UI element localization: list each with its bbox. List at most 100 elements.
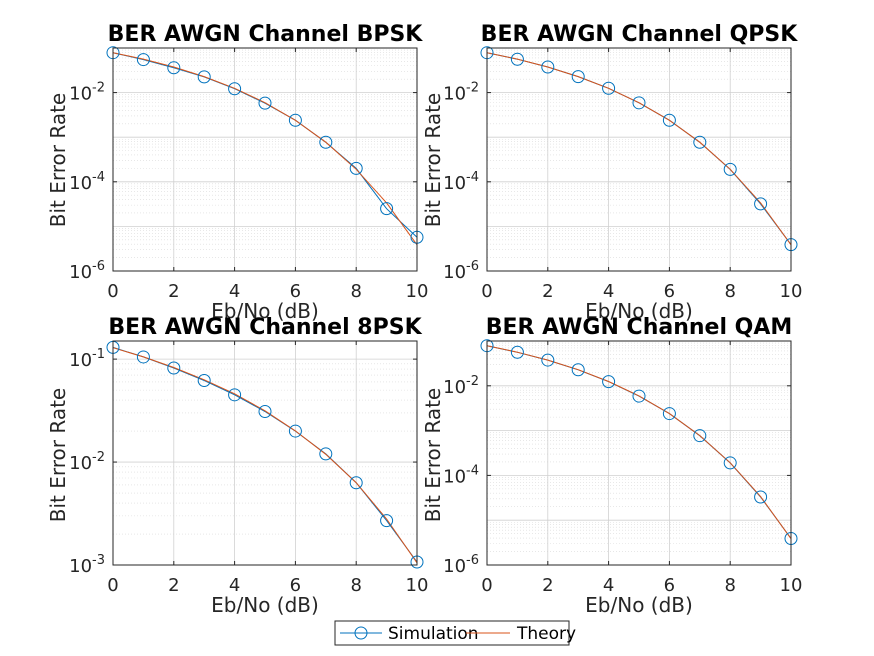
subplot-title: BER AWGN Channel QAM [486, 315, 793, 340]
x-axis-label: Eb/No (dB) [211, 593, 319, 617]
y-tick-label: 10-2 [69, 81, 105, 105]
x-tick-label: 10 [780, 281, 803, 302]
data-point-simulation [662, 407, 676, 421]
plot-area: 0 2 4 6 8 10 10-2 10-4 10-6 [443, 339, 803, 596]
y-tick-label: 10-2 [443, 374, 479, 398]
plot-background [487, 341, 791, 565]
x-tick-label: 6 [290, 281, 301, 302]
y-tick-label: 10-4 [69, 170, 105, 194]
data-point-simulation [571, 70, 585, 84]
data-point-simulation [136, 350, 150, 364]
series-line-theory [112, 347, 418, 564]
data-point-simulation [510, 52, 524, 66]
data-point-simulation [228, 82, 242, 96]
data-point-simulation [380, 514, 394, 528]
x-tick-label: 0 [107, 281, 118, 302]
legend-label-simulation: Simulation [388, 624, 479, 644]
x-tick-label: 10 [780, 575, 803, 596]
x-tick-label: 8 [724, 281, 735, 302]
data-point-simulation [602, 81, 616, 95]
x-tick-label: 6 [664, 575, 675, 596]
data-point-simulation [754, 197, 768, 211]
subplot-bpsk: BER AWGN Channel BPSK 0 2 4 6 8 10 10-2 10-4 10-… [46, 22, 428, 323]
x-tick-label: 4 [603, 575, 614, 596]
x-tick-label: 0 [107, 575, 118, 596]
y-tick-label: 10-6 [443, 553, 479, 577]
y-tick-label: 10-1 [69, 347, 105, 371]
x-tick-label: 2 [542, 575, 553, 596]
data-point-simulation [288, 424, 302, 438]
y-axis-label: Bit Error Rate [46, 388, 70, 522]
data-point-simulation [723, 456, 737, 470]
data-point-simulation [571, 363, 585, 377]
y-tick-label: 10-4 [443, 463, 479, 487]
subplot-8psk: BER AWGN Channel 8PSK 0 2 4 6 8 10 10-1 10-2 10-… [46, 315, 428, 617]
x-tick-label: 4 [603, 281, 614, 302]
data-point-simulation [258, 404, 272, 418]
x-tick-label: 2 [542, 281, 553, 302]
x-axis-label: Eb/No (dB) [585, 593, 693, 617]
data-point-simulation [228, 388, 242, 402]
subplot-title: BER AWGN Channel 8PSK [108, 315, 422, 340]
plot-background [113, 48, 417, 271]
data-point-simulation [693, 429, 707, 443]
data-point-simulation [136, 53, 150, 67]
y-axis-label: Bit Error Rate [421, 388, 445, 522]
data-point-simulation [258, 96, 272, 110]
x-tick-label: 0 [481, 281, 492, 302]
y-tick-label: 10-6 [443, 259, 479, 283]
data-point-simulation [662, 113, 676, 127]
data-point-simulation [349, 476, 363, 490]
data-point-simulation [197, 70, 211, 84]
data-point-simulation [167, 361, 181, 375]
data-point-simulation [349, 161, 363, 175]
y-tick-label: 10-2 [69, 450, 105, 474]
data-point-simulation [288, 113, 302, 127]
data-point-simulation [541, 60, 555, 74]
data-point-simulation [510, 345, 524, 359]
x-tick-label: 8 [350, 281, 361, 302]
data-point-simulation [167, 61, 181, 75]
x-tick-label: 4 [229, 575, 240, 596]
data-point-simulation [319, 447, 333, 461]
x-tick-label: 4 [229, 281, 240, 302]
axes-frame [486, 47, 792, 272]
data-point-simulation [197, 373, 211, 387]
x-tick-label: 10 [406, 281, 429, 302]
subplot-qpsk: BER AWGN Channel QPSK 0 2 4 6 8 10 10-2 10-4 10-… [421, 22, 802, 323]
data-point-simulation [723, 162, 737, 176]
x-tick-label: 8 [724, 575, 735, 596]
axes-frame [486, 340, 792, 566]
y-tick-label: 10-6 [69, 259, 105, 283]
y-tick-label: 10-2 [443, 81, 479, 105]
axes-frame [112, 340, 418, 566]
series-line-theory [486, 345, 792, 539]
plot-area: 0 2 4 6 8 10 10-2 10-4 10-6 [69, 46, 429, 302]
plot-area: 0 2 4 6 8 10 10-1 10-2 10-3 [69, 340, 429, 596]
y-axis-label: Bit Error Rate [421, 93, 445, 227]
plot-area: 0 2 4 6 8 10 10-2 10-4 10-6 [443, 46, 803, 302]
x-tick-label: 2 [168, 281, 179, 302]
x-tick-label: 6 [664, 281, 675, 302]
x-tick-label: 0 [481, 575, 492, 596]
data-point-simulation [602, 375, 616, 389]
y-axis-label: Bit Error Rate [46, 93, 70, 227]
series-line-theory [486, 52, 792, 246]
series-line-theory [112, 52, 418, 246]
subplot-qam: BER AWGN Channel QAM 0 2 4 6 8 10 10-2 10-4 10-6… [421, 315, 802, 617]
x-axis-label: Eb/No (dB) [211, 299, 319, 323]
data-point-simulation [380, 202, 394, 216]
data-point-simulation [319, 135, 333, 149]
data-point-simulation [632, 389, 646, 403]
x-tick-label: 10 [406, 575, 429, 596]
data-point-simulation [754, 490, 768, 504]
data-point-simulation [632, 96, 646, 110]
y-tick-label: 10-4 [443, 170, 479, 194]
y-tick-label: 10-3 [69, 553, 105, 577]
data-point-simulation [541, 353, 555, 367]
subplot-title: BER AWGN Channel QPSK [481, 22, 799, 47]
x-tick-label: 2 [168, 575, 179, 596]
legend-label-theory: Theory [516, 624, 576, 644]
axes-frame [112, 47, 418, 272]
